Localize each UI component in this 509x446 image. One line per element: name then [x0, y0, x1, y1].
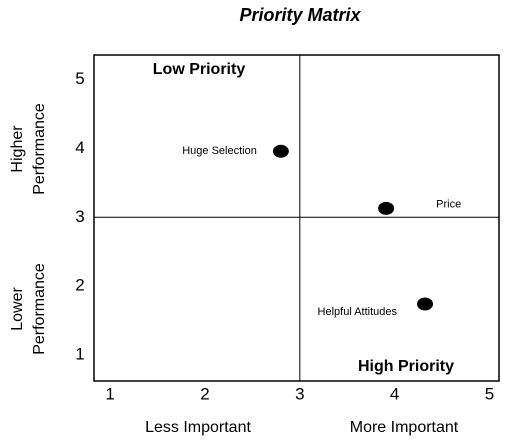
- plot-frame: [93, 54, 500, 382]
- y-tick-label: 1: [75, 344, 84, 363]
- x-tick-label: 5: [485, 384, 494, 403]
- y-axis-label: Lower: [9, 287, 26, 331]
- y-tick-label: 4: [75, 138, 84, 157]
- point: [378, 201, 395, 215]
- point-label: Huge Selection: [182, 145, 257, 157]
- point-label: Price: [436, 198, 461, 210]
- y-tick-label: 3: [75, 207, 84, 226]
- x-tick-label: 2: [200, 384, 209, 403]
- point-label: Helpful Attitudes: [318, 306, 398, 318]
- point: [417, 297, 434, 311]
- y-axis-label: Performance: [31, 103, 48, 195]
- y-axis-label: Higher: [9, 125, 26, 173]
- x-tick-label: 3: [295, 384, 304, 403]
- y-axis-label: Performance: [31, 263, 48, 355]
- x-axis-label: Less Important: [145, 419, 251, 436]
- point: [272, 144, 289, 158]
- quadrant-label: High Priority: [358, 358, 454, 375]
- chart-title: Priority Matrix: [239, 5, 361, 25]
- y-tick-label: 5: [75, 69, 84, 88]
- x-axis-label: More Important: [350, 419, 459, 436]
- quadrant-label: Low Priority: [153, 61, 246, 78]
- x-tick-label: 4: [390, 384, 399, 403]
- y-tick-label: 2: [75, 276, 84, 295]
- x-tick-label: 1: [105, 384, 114, 403]
